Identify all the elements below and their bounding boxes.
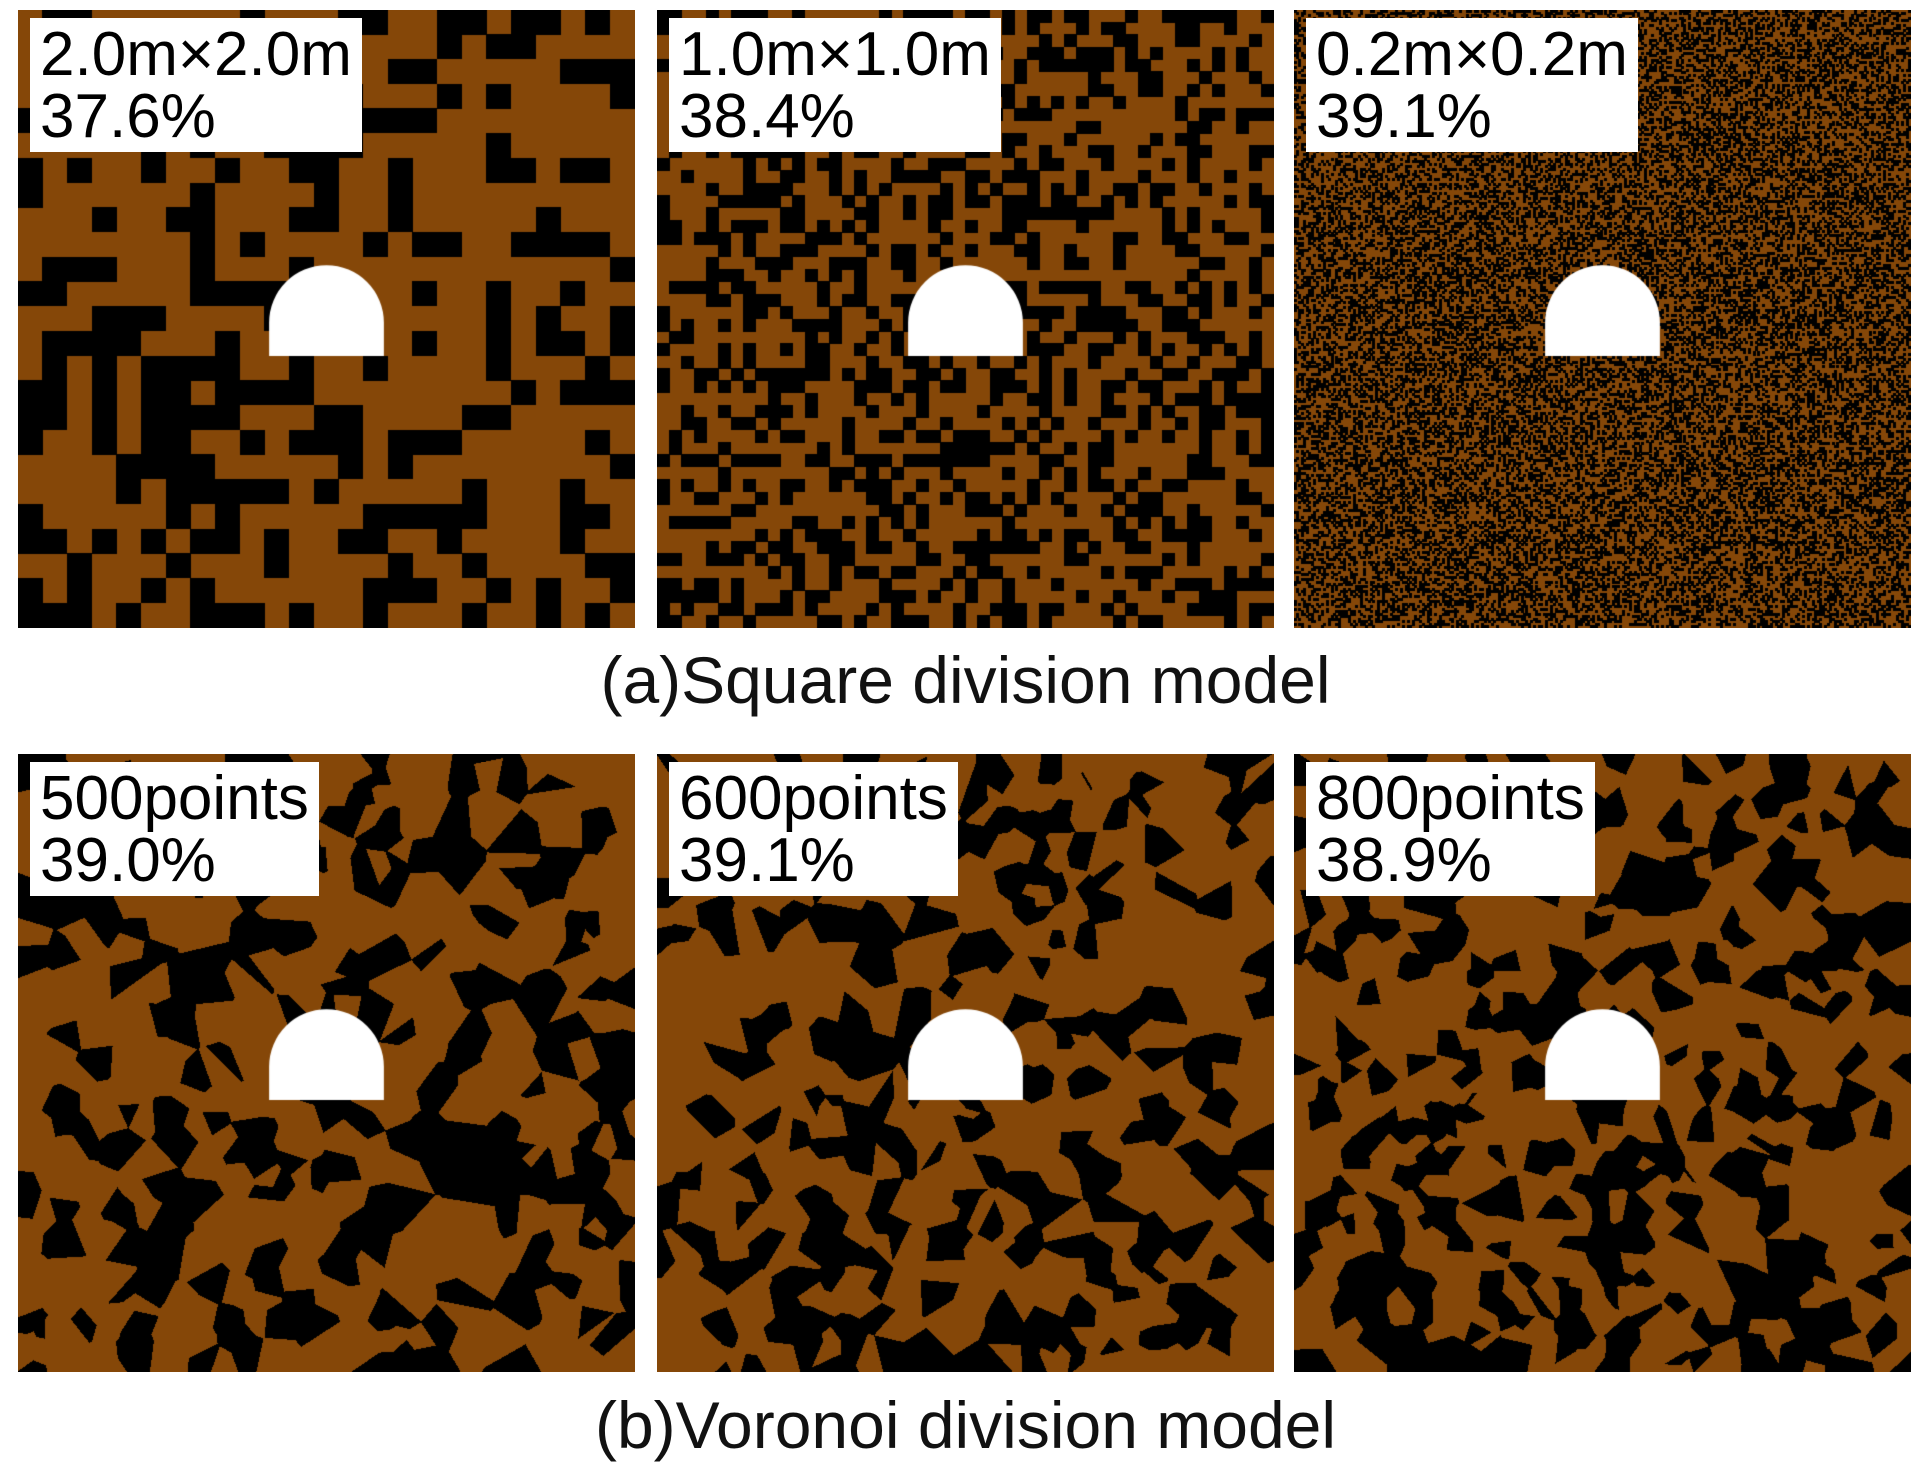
- percent-label: 39.0%: [40, 826, 216, 895]
- panel-label: 1.0m×1.0m 38.4%: [669, 18, 1001, 152]
- panel-label: 0.2m×0.2m 39.1%: [1306, 18, 1638, 152]
- percent-label: 39.1%: [1316, 82, 1492, 151]
- panel-label: 500points 39.0%: [30, 762, 319, 896]
- panel-label: 2.0m×2.0m 37.6%: [30, 18, 362, 152]
- panel-label: 800points 38.9%: [1306, 762, 1595, 896]
- grid-size-label: 2.0m×2.0m: [40, 20, 352, 89]
- points-label: 800points: [1316, 764, 1585, 833]
- percent-label: 38.4%: [679, 82, 855, 151]
- points-label: 500points: [40, 764, 309, 833]
- voronoi-panel-1: 500points 39.0%: [18, 754, 635, 1372]
- square-panel-2: 1.0m×1.0m 38.4%: [657, 10, 1274, 628]
- panel-label: 600points 39.1%: [669, 762, 958, 896]
- grid-size-label: 0.2m×0.2m: [1316, 20, 1628, 89]
- voronoi-panel-3: 800points 38.9%: [1294, 754, 1911, 1372]
- square-panel-1: 2.0m×2.0m 37.6%: [18, 10, 635, 628]
- voronoi-panel-2: 600points 39.1%: [657, 754, 1274, 1372]
- square-panel-3: 0.2m×0.2m 39.1%: [1294, 10, 1911, 628]
- percent-label: 38.9%: [1316, 826, 1492, 895]
- caption-square: (a)Square division model: [600, 643, 1331, 717]
- points-label: 600points: [679, 764, 948, 833]
- caption-voronoi: (b)Voronoi division model: [594, 1388, 1337, 1462]
- percent-label: 39.1%: [679, 826, 855, 895]
- percent-label: 37.6%: [40, 82, 216, 151]
- grid-size-label: 1.0m×1.0m: [679, 20, 991, 89]
